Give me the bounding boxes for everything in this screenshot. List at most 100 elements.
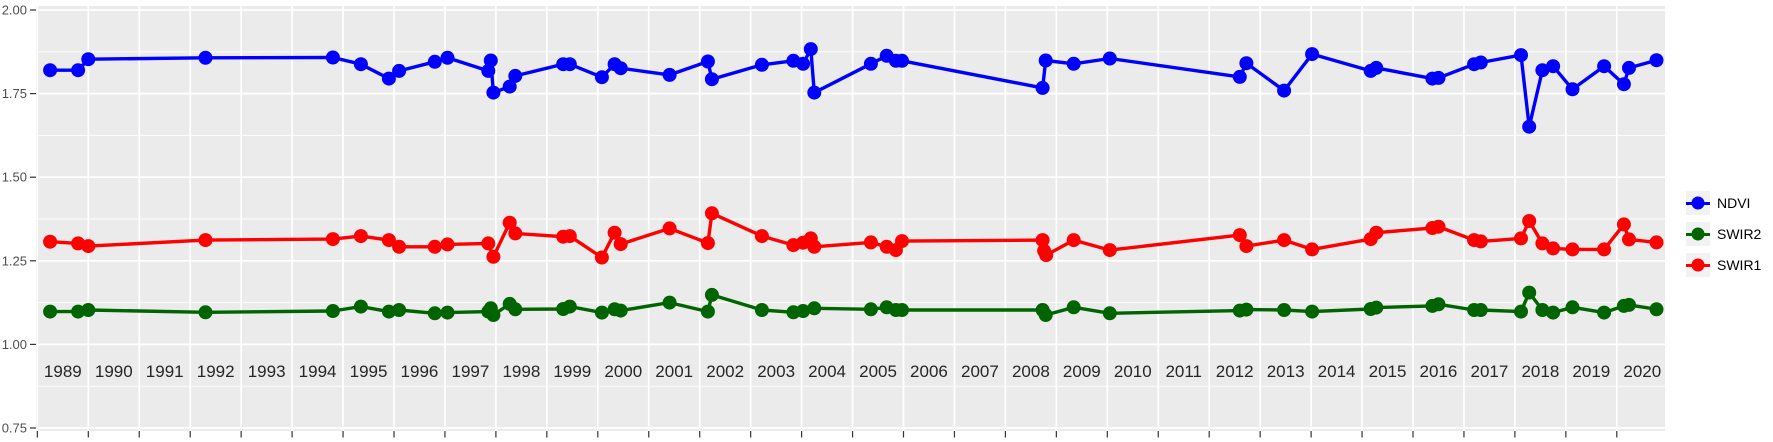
ndvi-point [1305, 47, 1320, 62]
swir1-point [43, 234, 58, 249]
x-axis-label: 2019 [1572, 362, 1610, 381]
swir1-point [1649, 235, 1664, 250]
swir2-point [1473, 303, 1488, 317]
swir2-point [1514, 304, 1528, 319]
x-axis-label: 2015 [1369, 362, 1407, 381]
legend-label-ndvi: NDVI [1717, 195, 1751, 211]
y-axis-label: 0.75 [2, 421, 27, 436]
legend-key-swir1-icon [1686, 253, 1710, 277]
ndvi-point [1535, 63, 1550, 78]
swir2-point [704, 287, 719, 302]
ndvi-point [895, 53, 909, 68]
x-axis-label: 1999 [553, 362, 591, 381]
swir2-point [1066, 300, 1081, 315]
x-axis-label: 1995 [350, 362, 388, 381]
swir1-point [562, 229, 577, 244]
ndvi-point [81, 52, 96, 67]
swir2-point [1305, 304, 1320, 319]
ndvi-point [427, 54, 442, 69]
x-axis-label: 2012 [1216, 362, 1254, 381]
x-axis-label: 2018 [1521, 362, 1559, 381]
ndvi-point [325, 50, 340, 65]
swir2-point [863, 302, 878, 317]
ndvi-point [754, 57, 769, 72]
x-axis-label: 2011 [1165, 362, 1202, 381]
x-axis-label: 2006 [910, 362, 948, 381]
x-axis-label: 1993 [248, 362, 286, 381]
ndvi-point [1597, 59, 1612, 74]
swir2-point [1239, 302, 1254, 317]
swir1-point [700, 236, 715, 251]
x-axis-label: 2020 [1623, 362, 1661, 381]
swir1-point [1102, 243, 1117, 258]
y-axis-label: 1.25 [2, 253, 27, 268]
ndvi-point [613, 61, 628, 76]
ndvi-point [863, 56, 878, 71]
swir1-point [1616, 217, 1631, 232]
ndvi-point [440, 50, 455, 65]
swir1-point [486, 249, 501, 264]
swir2-point [1546, 305, 1561, 320]
x-axis-label: 2010 [1114, 362, 1152, 381]
swir1-point [594, 250, 609, 265]
swir2-point [198, 305, 213, 320]
swir1-point [440, 237, 455, 252]
ndvi-point [198, 50, 213, 65]
swir2-point [427, 306, 442, 321]
ndvi-point [1431, 70, 1446, 85]
swir1-point [1239, 239, 1254, 254]
swir2-point [1277, 303, 1292, 317]
x-axis-label: 1992 [197, 362, 235, 381]
x-axis-label: 2000 [604, 362, 642, 381]
swir2-point [43, 304, 58, 319]
swir1-point [1597, 242, 1612, 257]
swir2-point [440, 305, 455, 320]
swir2-point [754, 303, 769, 317]
chart-panel [36, 6, 1665, 431]
swir1-point [381, 233, 396, 248]
x-axis-label: 2004 [808, 362, 846, 381]
legend-key-swir2-icon [1686, 222, 1710, 246]
swir1-point [1546, 241, 1561, 256]
swir1-point [1277, 233, 1292, 248]
x-axis-label: 1991 [146, 362, 184, 381]
swir2-point [392, 303, 407, 317]
ndvi-point [1035, 80, 1050, 95]
swir1-point [1622, 232, 1636, 247]
x-axis-label: 2005 [859, 362, 897, 381]
ndvi-point [508, 68, 523, 83]
x-axis-label: 2017 [1471, 362, 1509, 381]
swir1-point [81, 239, 96, 254]
swir2-point [81, 303, 96, 317]
x-axis-label: 1997 [452, 362, 490, 381]
x-axis-label: 2013 [1267, 362, 1305, 381]
y-axis-label: 2.00 [2, 3, 27, 18]
swir1-point [1535, 236, 1550, 251]
swir2-point [1597, 305, 1612, 320]
swir2-point [662, 295, 677, 310]
ndvi-point [562, 57, 577, 72]
swir1-point [198, 233, 213, 248]
swir1-point [427, 239, 442, 254]
ndvi-point [486, 85, 501, 100]
swir1-point [1514, 231, 1528, 246]
swir2-point [1649, 302, 1664, 317]
x-axis-label: 2016 [1420, 362, 1458, 381]
x-axis-label: 1990 [95, 362, 133, 381]
swir1-point [1369, 225, 1384, 240]
x-axis-label: 2002 [706, 362, 744, 381]
swir1-point [481, 236, 496, 251]
swir2-point [508, 302, 523, 317]
legend-key-ndvi-icon [1686, 191, 1710, 215]
y-axis-label: 1.00 [2, 337, 27, 352]
swir1-point [502, 215, 517, 230]
swir2-point [353, 299, 368, 314]
x-axis-label: 1994 [299, 362, 337, 381]
swir1-point [508, 226, 523, 241]
swir2-point [1535, 303, 1550, 317]
y-axis-label: 1.50 [2, 170, 27, 185]
x-axis-label: 2003 [757, 362, 795, 381]
ndvi-point [392, 63, 407, 78]
swir2-point [1369, 300, 1384, 315]
